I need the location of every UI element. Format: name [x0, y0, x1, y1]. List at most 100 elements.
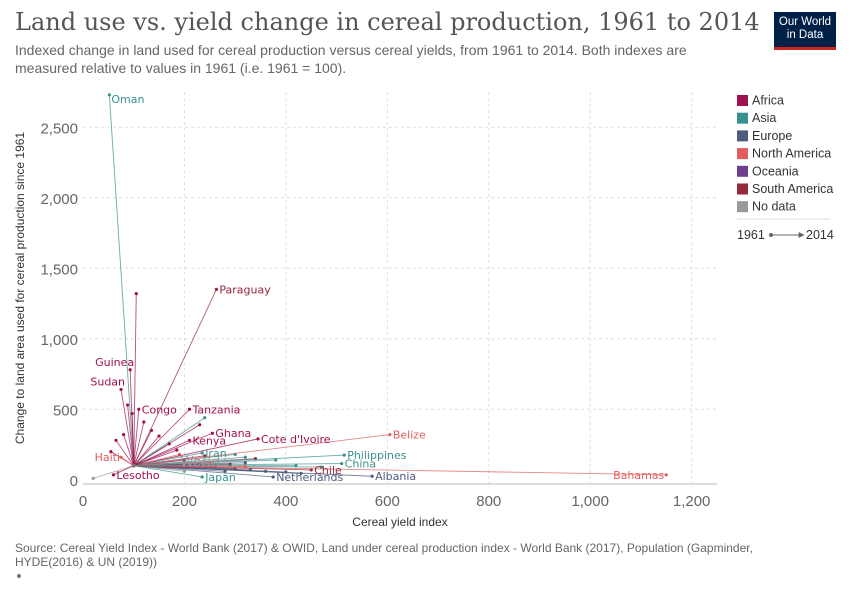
series-label-chile: Chile: [314, 464, 342, 477]
chart-title: Land use vs. yield change in cereal prod…: [15, 8, 760, 36]
series-end-point: [664, 473, 668, 477]
series-end-point: [128, 368, 132, 372]
y-tick-label: 2,000: [40, 191, 78, 208]
series-line: [133, 465, 667, 476]
series-label-china: China: [345, 458, 376, 471]
x-tick-label: 1,000: [571, 493, 609, 510]
series-label-ghana: Ghana: [215, 427, 251, 440]
series-label-cote-d-ivoire: Cote d'Ivoire: [261, 433, 331, 446]
legend-label: No data: [752, 200, 796, 214]
y-tick-label: 0: [70, 473, 78, 490]
series-end-point: [243, 455, 247, 459]
series-label-guinea: Guinea: [95, 356, 134, 369]
series-end-point: [114, 438, 118, 442]
series-line: [133, 463, 342, 467]
y-tick-label: 1,000: [40, 332, 78, 349]
owid-logo[interactable]: Our World in Data: [774, 12, 836, 50]
series-label-oman: Oman: [111, 93, 144, 106]
series-end-point: [200, 475, 204, 479]
series-end-point: [142, 420, 146, 424]
series-label-paraguay: Paraguay: [219, 283, 271, 296]
legend-label: North America: [752, 147, 831, 161]
series-end-point: [187, 407, 192, 411]
series-line: [115, 440, 135, 466]
series-line: [133, 465, 274, 478]
series-line: [133, 435, 160, 466]
series-line: [133, 293, 137, 466]
series-labels: Oman Paraguay Guinea Sudan Congo Tanzania Beli…: [90, 93, 664, 484]
series-end-point: [271, 475, 275, 479]
series-line: [133, 421, 145, 466]
series-end-point: [109, 449, 113, 454]
series-end-point: [274, 458, 278, 462]
series-end-point: [210, 431, 214, 435]
series-end-point: [182, 469, 187, 473]
x-tick-label: 600: [375, 493, 400, 510]
series-label-world: World: [180, 455, 220, 471]
series-line: [120, 389, 135, 466]
legend-swatch: [737, 183, 748, 195]
series-end-point: [198, 423, 202, 427]
y-tick-label: 2,500: [40, 120, 78, 137]
series-line: [129, 369, 135, 466]
series-end-point: [91, 476, 95, 480]
series-end-point: [119, 387, 123, 392]
series-label-lesotho: Lesotho: [116, 469, 159, 482]
series-line: [133, 452, 203, 467]
legend-swatch: [737, 148, 748, 160]
series-end-point: [157, 434, 161, 438]
series-end-point: [370, 474, 374, 478]
series-end-point: [214, 287, 218, 292]
series-end-point: [111, 473, 116, 477]
legend-swatch: [737, 95, 748, 106]
series-end-point: [203, 416, 207, 420]
series-label-philippines: Philippines: [347, 449, 407, 462]
series-label-haiti: Haiti: [95, 451, 120, 464]
series-end-point: [342, 453, 346, 457]
y-tick-label: 1,500: [40, 261, 78, 278]
series-line: [108, 94, 135, 466]
series-label-belize: Belize: [393, 429, 426, 442]
series-end-point: [134, 292, 138, 296]
series-label-kenya: Kenya: [193, 434, 227, 447]
series-label-japan: Japan: [204, 471, 236, 484]
series-label-tanzania: Tanzania: [192, 403, 241, 416]
axes: 0 200 400 600 800 1,000 1,200 0 500 1,000 1,500 2,0…: [13, 120, 717, 529]
series-line: [133, 289, 217, 466]
series-line: [133, 438, 259, 467]
series-line: [133, 432, 213, 467]
series-label-iran: Iran: [205, 447, 227, 460]
series-end-point: [137, 407, 141, 411]
series-line: [93, 465, 134, 479]
legend-label: Europe: [752, 129, 792, 143]
chart-subtitle: Indexed change in land used for cereal p…: [15, 42, 687, 76]
series-line: [133, 465, 203, 478]
series-label-sudan: Sudan: [90, 376, 125, 389]
series-line: [133, 460, 226, 467]
legend-swatch: [737, 112, 748, 124]
legend-label: Oceania: [752, 164, 799, 178]
series-end-point: [256, 437, 260, 441]
legend-label: South America: [752, 182, 833, 196]
series-label-netherlands: Netherlands: [276, 471, 343, 484]
series-line: [133, 408, 190, 466]
series-line: [133, 465, 373, 477]
x-tick-label: 400: [273, 493, 298, 510]
series-end-point: [319, 465, 323, 469]
legend-swatch: [737, 201, 748, 213]
x-tick-label: 800: [476, 493, 501, 510]
series-line: [133, 439, 190, 467]
x-tick-label: 0: [79, 493, 87, 510]
legend-swatch: [737, 165, 748, 177]
series-line: [133, 417, 205, 467]
series-end-point: [175, 448, 179, 452]
series-end-point: [340, 461, 344, 466]
series-end-point: [223, 459, 227, 463]
series-end-point: [107, 93, 111, 97]
footer-dot: [17, 574, 21, 578]
series-end-point: [121, 433, 126, 437]
series-end-point: [388, 433, 392, 437]
series-label-albania: Albania: [375, 470, 416, 483]
series-line: [113, 465, 134, 476]
